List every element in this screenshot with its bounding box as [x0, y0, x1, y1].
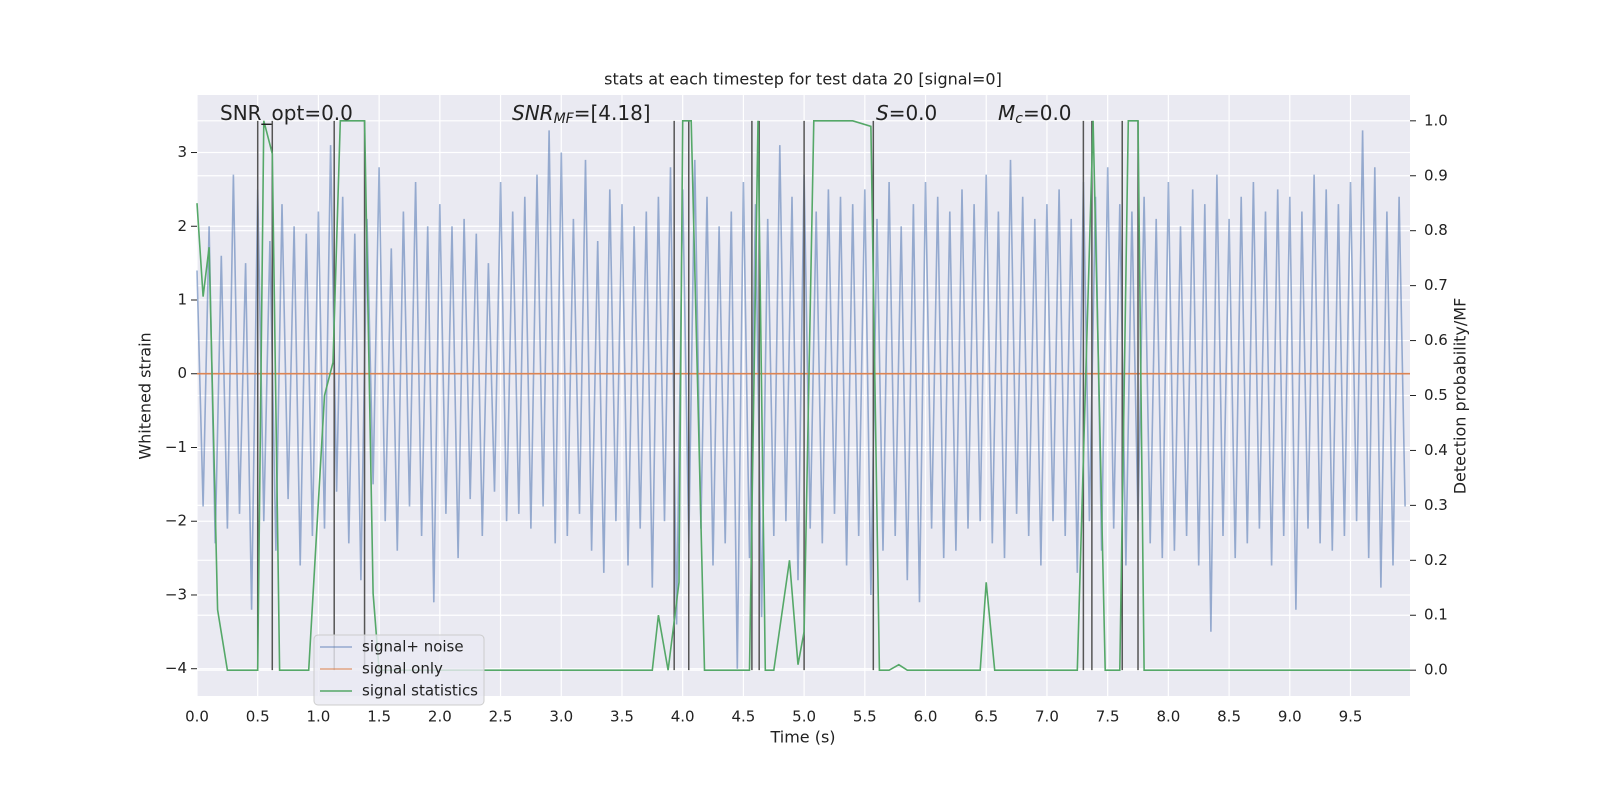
annotation-rest: =[4.18] — [574, 101, 651, 125]
chart-title: stats at each timestep for test data 20 … — [604, 70, 1002, 89]
x-tick-label: 6.5 — [974, 708, 998, 726]
y-axis-label: Whitened strain — [136, 332, 155, 459]
y-tick-label: −1 — [165, 438, 187, 456]
annotation: SNRMF=[4.18] — [512, 101, 651, 128]
annotation-main: SNR — [512, 101, 554, 125]
y2-tick-label: 0.9 — [1424, 166, 1448, 184]
y-tick-label: 0 — [177, 364, 187, 382]
annotation-rest: =0.0 — [889, 101, 938, 125]
y-tick-label: 2 — [177, 217, 187, 235]
x-tick-label: 0.0 — [185, 708, 209, 726]
x-tick-label: 9.0 — [1278, 708, 1302, 726]
x-tick-label: 8.5 — [1217, 708, 1241, 726]
y2-tick-label: 0.5 — [1424, 386, 1448, 404]
x-axis-label: Time (s) — [769, 728, 835, 747]
y-tick-label: 1 — [177, 291, 187, 309]
x-tick-label: 9.5 — [1339, 708, 1363, 726]
y2-tick-label: 0.1 — [1424, 606, 1448, 624]
y2-tick-label: 0.8 — [1424, 221, 1448, 239]
annotation-main: M — [998, 101, 1015, 125]
annotation: S=0.0 — [876, 101, 937, 125]
x-tick-label: 1.0 — [306, 708, 330, 726]
x-tick-label: 2.5 — [489, 708, 513, 726]
annotation-sub: c — [1015, 111, 1023, 127]
y-tick-label: −2 — [165, 512, 187, 530]
y2-tick-label: 0.0 — [1424, 661, 1448, 679]
x-tick-label: 0.5 — [246, 708, 270, 726]
legend-label: signal+ noise — [362, 638, 464, 656]
x-tick-label: 5.0 — [792, 708, 816, 726]
legend-label: signal statistics — [362, 682, 478, 700]
annotation: SNR_opt=0.0 — [220, 101, 353, 125]
y2-tick-label: 0.3 — [1424, 496, 1448, 514]
x-tick-label: 3.5 — [610, 708, 634, 726]
x-tick-label: 6.0 — [914, 708, 938, 726]
series-line — [196, 120, 1410, 672]
x-tick-label: 1.5 — [367, 708, 391, 726]
legend-label: signal only — [362, 660, 443, 678]
x-tick-label: 2.0 — [428, 708, 452, 726]
y2-tick-label: 0.2 — [1424, 551, 1448, 569]
y-tick-label: −3 — [165, 585, 187, 603]
y2-tick-label: 0.7 — [1424, 276, 1448, 294]
y2-axis-label: Detection probability/MF — [1451, 298, 1470, 495]
y-tick-label: 3 — [177, 143, 187, 161]
annotation: Mc=0.0 — [998, 101, 1072, 128]
annotation-main: S — [876, 101, 889, 125]
x-tick-label: 4.5 — [731, 708, 755, 726]
annotation-sub: MF — [554, 111, 575, 127]
y2-tick-label: 0.6 — [1424, 331, 1448, 349]
x-tick-label: 8.0 — [1156, 708, 1180, 726]
y2-tick-label: 0.4 — [1424, 441, 1448, 459]
annotation-main: SNR_opt=0.0 — [220, 101, 353, 125]
x-tick-label: 5.5 — [853, 708, 877, 726]
x-tick-label: 7.5 — [1096, 708, 1120, 726]
x-tick-label: 3.0 — [549, 708, 573, 726]
y2-tick-label: 1.0 — [1424, 111, 1448, 129]
x-tick-label: 7.0 — [1035, 708, 1059, 726]
series-line — [196, 130, 1406, 669]
y-tick-label: −4 — [165, 659, 187, 677]
legend-box — [313, 634, 485, 706]
x-tick-label: 4.0 — [671, 708, 695, 726]
legend: signal+ noise signal only signal statistic… — [313, 634, 485, 706]
annotation-rest: =0.0 — [1023, 101, 1072, 125]
